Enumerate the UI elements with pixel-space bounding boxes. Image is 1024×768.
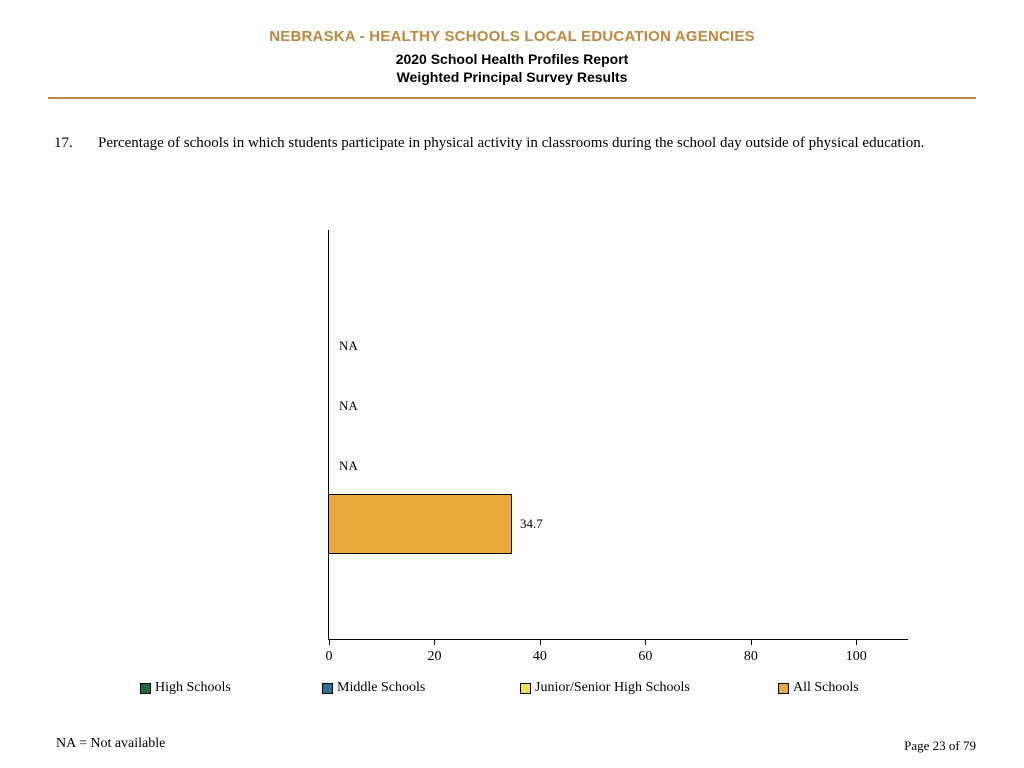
- legend-swatch: [322, 683, 333, 694]
- x-tick: [329, 639, 330, 645]
- legend-label: High Schools: [155, 680, 231, 696]
- x-tick-label: 100: [846, 649, 867, 665]
- legend-item: High Schools: [140, 680, 231, 696]
- bar-chart: 020406080100NANANA34.7: [316, 230, 936, 640]
- x-tick: [751, 639, 752, 645]
- bar-value-label: 34.7: [520, 516, 543, 532]
- report-title: 2020 School Health Profiles Report: [0, 51, 1024, 67]
- report-header: NEBRASKA - HEALTHY SCHOOLS LOCAL EDUCATI…: [0, 0, 1024, 85]
- x-tick-label: 80: [744, 649, 758, 665]
- legend-swatch: [140, 683, 151, 694]
- bar-na-label: NA: [339, 338, 358, 354]
- x-tick-label: 20: [427, 649, 441, 665]
- question-text: Percentage of schools in which students …: [98, 135, 964, 152]
- question-row: 17. Percentage of schools in which stude…: [54, 135, 964, 152]
- legend-swatch: [778, 683, 789, 694]
- legend-swatch: [520, 683, 531, 694]
- question-number: 17.: [54, 135, 98, 152]
- plot-area: 020406080100NANANA34.7: [328, 230, 908, 640]
- x-tick: [645, 639, 646, 645]
- bar-slot: 34.7: [329, 494, 543, 554]
- legend-label: Middle Schools: [337, 680, 425, 696]
- page-number: Page 23 of 79: [904, 738, 976, 754]
- bar: [329, 494, 512, 554]
- legend-item: Middle Schools: [322, 680, 425, 696]
- x-tick-label: 60: [638, 649, 652, 665]
- x-tick-label: 40: [533, 649, 547, 665]
- x-tick: [856, 639, 857, 645]
- x-tick: [540, 639, 541, 645]
- x-tick: [434, 639, 435, 645]
- bar-na-label: NA: [339, 398, 358, 414]
- bar-na-label: NA: [339, 458, 358, 474]
- legend-label: All Schools: [793, 680, 859, 696]
- legend-label: Junior/Senior High Schools: [535, 680, 690, 696]
- legend-item: All Schools: [778, 680, 859, 696]
- header-rule: [48, 97, 976, 99]
- na-footnote: NA = Not available: [56, 736, 165, 752]
- x-tick-label: 0: [326, 649, 333, 665]
- legend-item: Junior/Senior High Schools: [520, 680, 690, 696]
- report-subtitle: Weighted Principal Survey Results: [0, 69, 1024, 85]
- agency-title: NEBRASKA - HEALTHY SCHOOLS LOCAL EDUCATI…: [0, 28, 1024, 45]
